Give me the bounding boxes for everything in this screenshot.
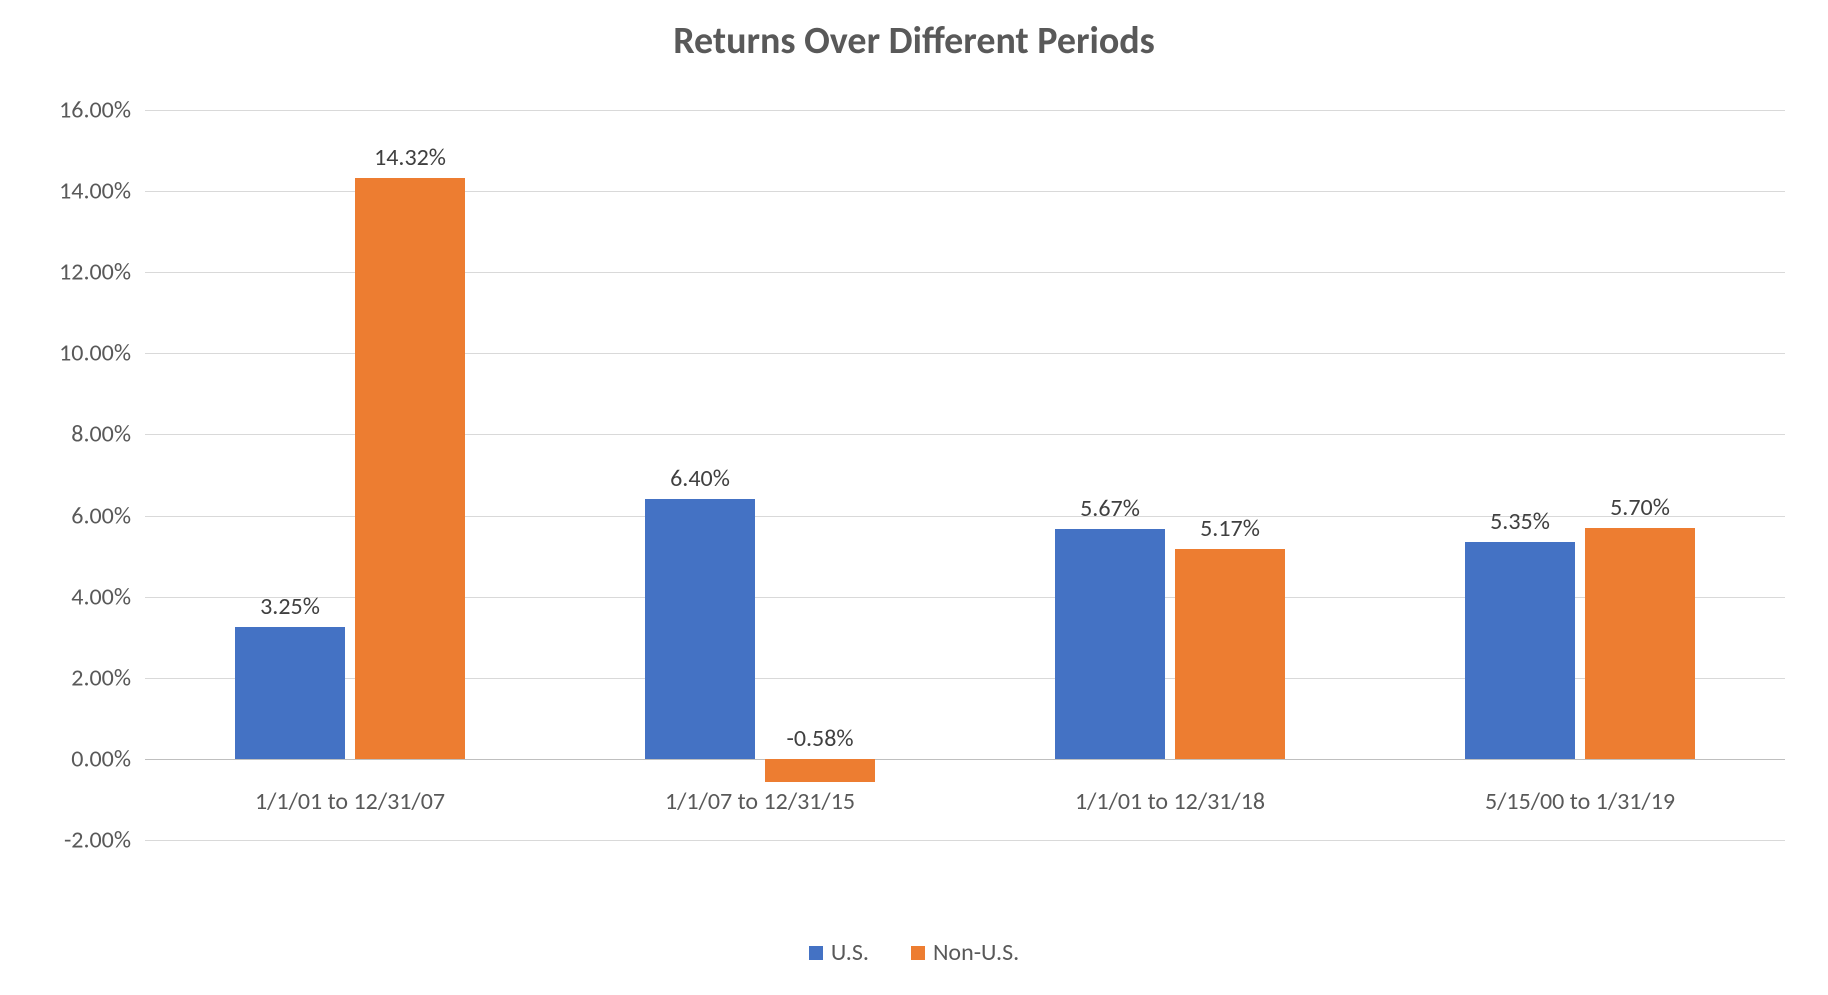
y-tick-label: 10.00% <box>59 339 131 368</box>
y-tick-label: 2.00% <box>71 663 131 692</box>
x-tick-label: 1/1/01 to 12/31/07 <box>255 787 445 816</box>
bar-label: 3.25% <box>260 592 320 621</box>
y-tick-label: 8.00% <box>71 420 131 449</box>
y-tick-label: 12.00% <box>59 258 131 287</box>
y-tick-label: 16.00% <box>59 96 131 125</box>
x-tick-label: 1/1/01 to 12/31/18 <box>1075 787 1265 816</box>
bar <box>235 627 345 759</box>
legend-item: U.S. <box>809 938 869 967</box>
bar-label: 5.35% <box>1490 507 1550 536</box>
gridline <box>145 110 1785 111</box>
chart-container: Returns Over Different Periods -2.00%0.0… <box>0 0 1828 995</box>
y-tick-label: 0.00% <box>71 744 131 773</box>
bar <box>1585 528 1695 759</box>
legend-item: Non-U.S. <box>911 938 1019 967</box>
bar-label: 5.17% <box>1200 514 1260 543</box>
plot-area: -2.00%0.00%2.00%4.00%6.00%8.00%10.00%12.… <box>145 110 1785 840</box>
bar <box>1055 529 1165 759</box>
bar <box>1465 542 1575 759</box>
bar <box>645 499 755 759</box>
bar <box>765 759 875 783</box>
bar-label: 6.40% <box>670 464 730 493</box>
bar-label: 5.67% <box>1080 494 1140 523</box>
bar-label: 14.32% <box>374 143 446 172</box>
y-tick-label: 14.00% <box>59 177 131 206</box>
legend: U.S. Non-U.S. <box>0 938 1828 967</box>
bar <box>1175 549 1285 759</box>
x-tick-label: 1/1/07 to 12/31/15 <box>665 787 855 816</box>
gridline <box>145 840 1785 841</box>
legend-label: U.S. <box>831 938 869 967</box>
y-tick-label: 6.00% <box>71 501 131 530</box>
legend-swatch <box>809 946 823 960</box>
bar <box>355 178 465 759</box>
y-tick-label: -2.00% <box>64 826 131 855</box>
chart-title: Returns Over Different Periods <box>0 18 1828 64</box>
legend-swatch <box>911 946 925 960</box>
legend-label: Non-U.S. <box>933 938 1019 967</box>
y-tick-label: 4.00% <box>71 582 131 611</box>
x-tick-label: 5/15/00 to 1/31/19 <box>1485 787 1675 816</box>
bar-label: -0.58% <box>786 724 853 753</box>
gridline <box>145 759 1785 760</box>
bar-label: 5.70% <box>1610 493 1670 522</box>
